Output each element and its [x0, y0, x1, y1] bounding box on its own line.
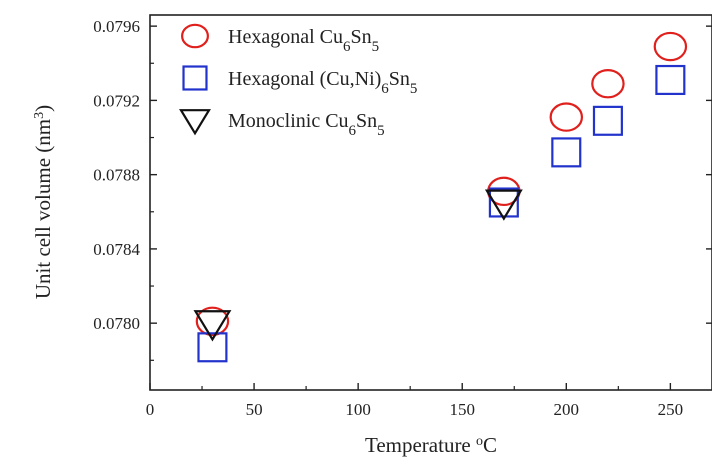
x-axis-title: Temperature oC: [365, 433, 497, 457]
point-circle: [591, 68, 625, 99]
legend-label: Hexagonal Cu6Sn5: [228, 26, 379, 55]
y-tick-label: 0.0784: [93, 240, 140, 259]
plot-frame: [149, 14, 712, 391]
point-square: [197, 332, 228, 363]
point-circle: [653, 31, 688, 62]
axis-ticks: 0 50 100 150 200 250 0.0780 0.0784 0.0788 0.0792 0…: [93, 17, 712, 419]
point-square: [551, 137, 582, 168]
legend-marker-circle: [181, 23, 209, 49]
point-square: [488, 187, 519, 218]
x-tick-label: 200: [554, 400, 580, 419]
point-circle: [549, 102, 584, 132]
y-tick-label: 0.0796: [93, 17, 140, 36]
x-tick-label: 250: [658, 400, 684, 419]
legend-label: Hexagonal (Cu,Ni)6Sn5: [228, 68, 417, 97]
x-tick-label: 50: [246, 400, 263, 419]
data-markers: [193, 31, 688, 363]
point-triangle-down: [193, 310, 232, 342]
point-square: [655, 64, 686, 96]
x-tick-label: 0: [146, 400, 155, 419]
point-circle: [195, 306, 230, 337]
y-tick-label: 0.0788: [93, 166, 140, 185]
x-tick-label: 150: [449, 400, 475, 419]
legend-marker-square: [182, 65, 208, 91]
legend-marker-triangle-down: [179, 109, 211, 136]
y-tick-label: 0.0780: [93, 314, 140, 333]
y-axis-title: Unit cell volume (nm3): [31, 105, 55, 299]
legend: Hexagonal Cu6Sn5 Hexagonal (Cu,Ni)6Sn5 Mon…: [179, 23, 417, 139]
legend-label: Monoclinic Cu6Sn5: [228, 110, 385, 139]
point-triangle-down: [484, 189, 523, 221]
x-tick-label: 100: [345, 400, 371, 419]
point-square: [592, 105, 623, 136]
y-tick-label: 0.0792: [93, 91, 140, 110]
